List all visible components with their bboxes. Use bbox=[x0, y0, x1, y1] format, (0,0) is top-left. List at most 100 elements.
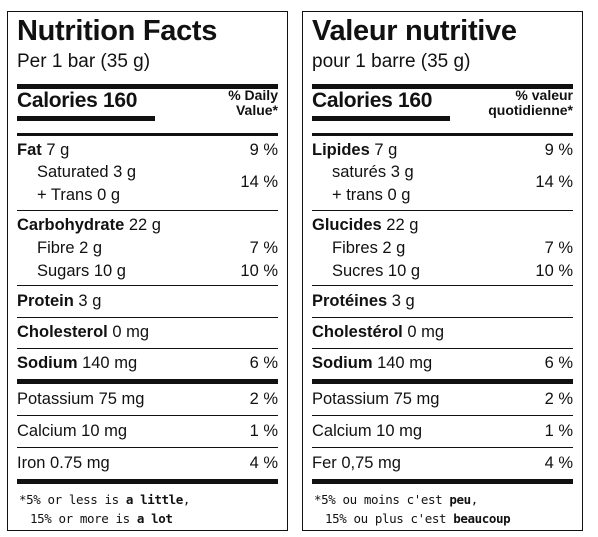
fat-row: Lipides 7 g bbox=[312, 141, 397, 160]
sodium-name: Sodium bbox=[17, 354, 78, 372]
sodium-amount: 140 mg bbox=[77, 354, 138, 372]
divider-medium bbox=[17, 133, 278, 136]
calories-underline bbox=[312, 116, 450, 121]
cholesterol-name: Cholesterol bbox=[17, 323, 108, 341]
saturated-trans-pct: 14 % bbox=[240, 173, 278, 191]
divider-thick bbox=[312, 479, 573, 484]
fibre-pct: 7 % bbox=[544, 239, 573, 257]
serving-size: pour 1 barre (35 g) bbox=[312, 51, 471, 72]
footnote-line1-bold: a little bbox=[125, 492, 183, 507]
calories-underline bbox=[17, 116, 155, 121]
carbohydrate-row: Carbohydrate 22 g bbox=[17, 216, 161, 235]
fat-amount: 7 g bbox=[41, 141, 70, 159]
divider-thin bbox=[17, 317, 278, 318]
fibre: Fibre 2 g bbox=[37, 239, 103, 257]
sugars-pct: 10 % bbox=[535, 262, 573, 280]
divider-thin bbox=[312, 447, 573, 448]
potassium: Potassium 75 mg bbox=[312, 390, 440, 408]
saturated-fat: saturés 3 g bbox=[332, 163, 414, 181]
footnote-line2-bold: a lot bbox=[136, 511, 173, 526]
panel-title: Valeur nutritive bbox=[312, 15, 517, 47]
calories-line: Calories 160 bbox=[312, 89, 432, 113]
daily-value-header-line1: % valeur bbox=[515, 87, 573, 103]
divider-thin bbox=[17, 210, 278, 211]
carbohydrate-amount: 22 g bbox=[124, 216, 161, 234]
sodium-amount: 140 mg bbox=[372, 354, 433, 372]
footnote-line1: *5% or less is a little, bbox=[19, 490, 190, 509]
footnote-line1-end: , bbox=[182, 492, 191, 507]
divider-thin bbox=[312, 415, 573, 416]
sodium-row: Sodium 140 mg bbox=[312, 354, 432, 373]
daily-value-header-line2: Value* bbox=[235, 102, 278, 118]
footnote-line2-text: 15% or more is bbox=[30, 511, 137, 526]
trans-fat: + trans 0 g bbox=[332, 186, 411, 204]
carbohydrate-name: Glucides bbox=[312, 216, 382, 234]
footnote-line2-bold: beaucoup bbox=[453, 511, 511, 526]
sugars: Sucres 10 g bbox=[332, 262, 421, 280]
calories-value: 160 bbox=[398, 89, 433, 112]
fat-amount: 7 g bbox=[369, 141, 398, 159]
carbohydrate-row: Glucides 22 g bbox=[312, 216, 418, 235]
potassium-pct: 2 % bbox=[544, 390, 573, 408]
calcium-pct: 1 % bbox=[544, 422, 573, 440]
divider-thick bbox=[17, 84, 278, 89]
carbohydrate-name: Carbohydrate bbox=[17, 216, 125, 234]
fat-pct: 9 % bbox=[249, 141, 278, 159]
fat-row: Fat 7 g bbox=[17, 141, 69, 160]
iron: Iron 0.75 mg bbox=[17, 454, 110, 472]
protein-name: Protein bbox=[17, 292, 74, 310]
calories-line: Calories 160 bbox=[17, 89, 137, 113]
nutrition-facts-panel-english: Nutrition Facts Per 1 bar (35 g) Calorie… bbox=[7, 11, 288, 531]
sodium-name: Sodium bbox=[312, 354, 373, 372]
footnote-line2: 15% or more is a lot bbox=[30, 509, 173, 528]
divider-thin bbox=[17, 348, 278, 349]
panel-title: Nutrition Facts bbox=[17, 15, 218, 47]
fat-name: Fat bbox=[17, 141, 42, 159]
daily-value-header-line1: % Daily bbox=[228, 87, 278, 103]
footnote-line1-end: , bbox=[470, 492, 479, 507]
divider-thin bbox=[312, 210, 573, 211]
divider-thin bbox=[17, 285, 278, 286]
cholesterol-amount: 0 mg bbox=[402, 323, 445, 341]
footnote-line1: *5% ou moins c'est peu, bbox=[314, 490, 478, 509]
fibre-pct: 7 % bbox=[249, 239, 278, 257]
calcium: Calcium 10 mg bbox=[312, 422, 423, 440]
footnote-line1-text: *5% or less is bbox=[19, 492, 126, 507]
divider-thick bbox=[312, 379, 573, 384]
protein-row: Protein 3 g bbox=[17, 292, 101, 311]
sodium-pct: 6 % bbox=[544, 354, 573, 372]
footnote-line1-text: *5% ou moins c'est bbox=[314, 492, 450, 507]
divider-thin bbox=[17, 415, 278, 416]
sodium-pct: 6 % bbox=[249, 354, 278, 372]
protein-amount: 3 g bbox=[387, 292, 415, 310]
potassium-pct: 2 % bbox=[249, 390, 278, 408]
divider-thick bbox=[17, 379, 278, 384]
saturated-trans-pct: 14 % bbox=[535, 173, 573, 191]
fat-pct: 9 % bbox=[544, 141, 573, 159]
carbohydrate-amount: 22 g bbox=[381, 216, 419, 234]
divider-thin bbox=[17, 447, 278, 448]
iron-pct: 4 % bbox=[249, 454, 278, 472]
fat-name: Lipides bbox=[312, 141, 370, 159]
calories-label: Calories bbox=[17, 89, 98, 112]
nutrition-facts-panel-french: Valeur nutritive pour 1 barre (35 g) Cal… bbox=[302, 11, 583, 531]
protein-name: Protéines bbox=[312, 292, 388, 310]
calories-value: 160 bbox=[103, 89, 138, 112]
footnote-line2-text: 15% ou plus c'est bbox=[325, 511, 454, 526]
calcium: Calcium 10 mg bbox=[17, 422, 128, 440]
daily-value-header: % Daily Value* bbox=[228, 88, 278, 118]
iron-pct: 4 % bbox=[544, 454, 573, 472]
serving-size: Per 1 bar (35 g) bbox=[17, 51, 151, 72]
sugars-pct: 10 % bbox=[240, 262, 278, 280]
trans-fat: + Trans 0 g bbox=[37, 186, 121, 204]
iron: Fer 0,75 mg bbox=[312, 454, 401, 472]
footnote-line1-bold: peu bbox=[449, 492, 471, 507]
saturated-fat: Saturated 3 g bbox=[37, 163, 137, 181]
sodium-row: Sodium 140 mg bbox=[17, 354, 137, 373]
cholesterol-amount: 0 mg bbox=[107, 323, 150, 341]
cholesterol-name: Cholestérol bbox=[312, 323, 403, 341]
divider-thick bbox=[312, 84, 573, 89]
calcium-pct: 1 % bbox=[249, 422, 278, 440]
protein-amount: 3 g bbox=[73, 292, 102, 310]
calories-label: Calories bbox=[312, 89, 393, 112]
